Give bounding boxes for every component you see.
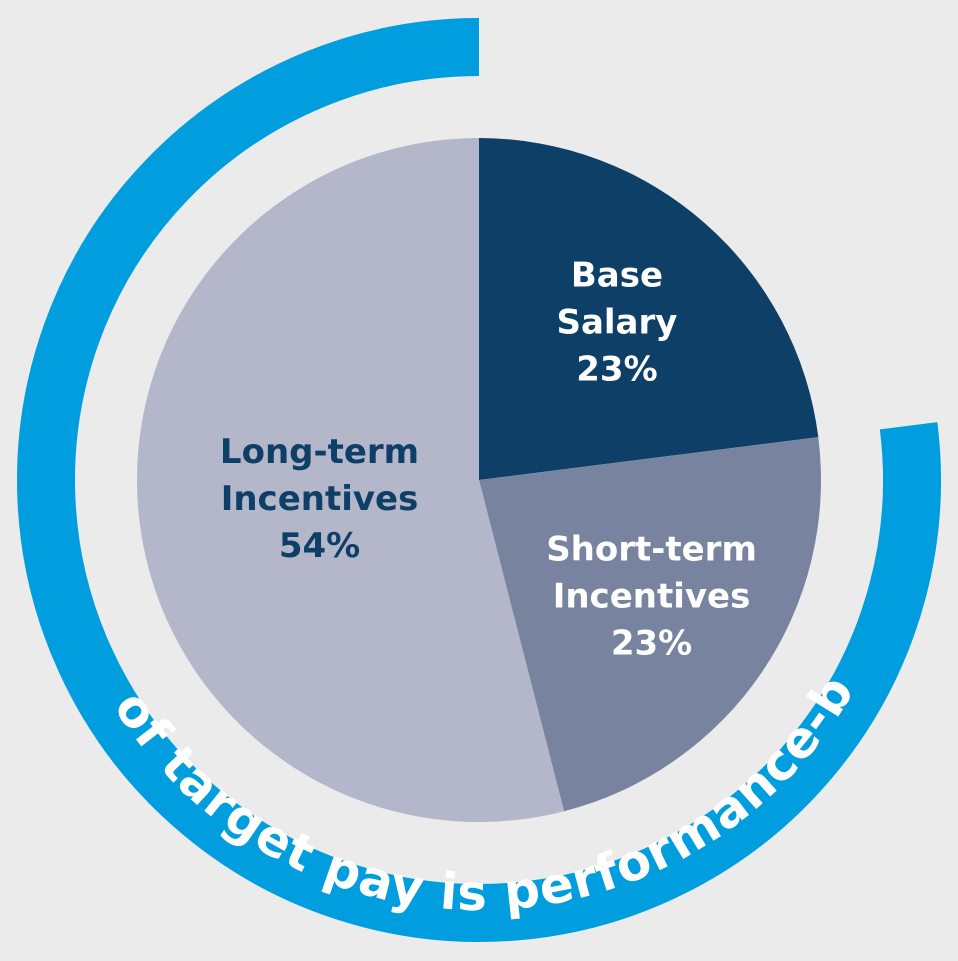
slice-label-line: Short-term (546, 529, 757, 569)
slice-value-label: 23% (576, 349, 657, 389)
pie-slice-1 (479, 138, 819, 480)
pie-slice-label-3: Long-term Incentives 54% (220, 432, 419, 566)
pie-slice-label-1: Base Salary 23% (556, 255, 677, 389)
slice-value-label: 23% (611, 623, 692, 663)
slice-label-line: Incentives (553, 576, 751, 616)
performance-ring (17, 18, 941, 942)
pie-slice-2 (479, 437, 821, 812)
slice-label-line: Base (571, 255, 663, 295)
pie-slices (137, 138, 821, 822)
performance-ring-arc (17, 18, 941, 942)
slice-label-line: Long-term (220, 432, 419, 472)
pie-labels: Base Salary 23% Short-term Incentives 23% Long… (220, 255, 757, 663)
pie-slice-label-2: Short-term Incentives 23% (546, 529, 757, 663)
slice-label-line: Salary (556, 302, 677, 342)
slice-label-line: Incentives (221, 479, 419, 519)
pie-slice-3 (137, 138, 565, 822)
slice-value-label: 54% (279, 526, 360, 566)
